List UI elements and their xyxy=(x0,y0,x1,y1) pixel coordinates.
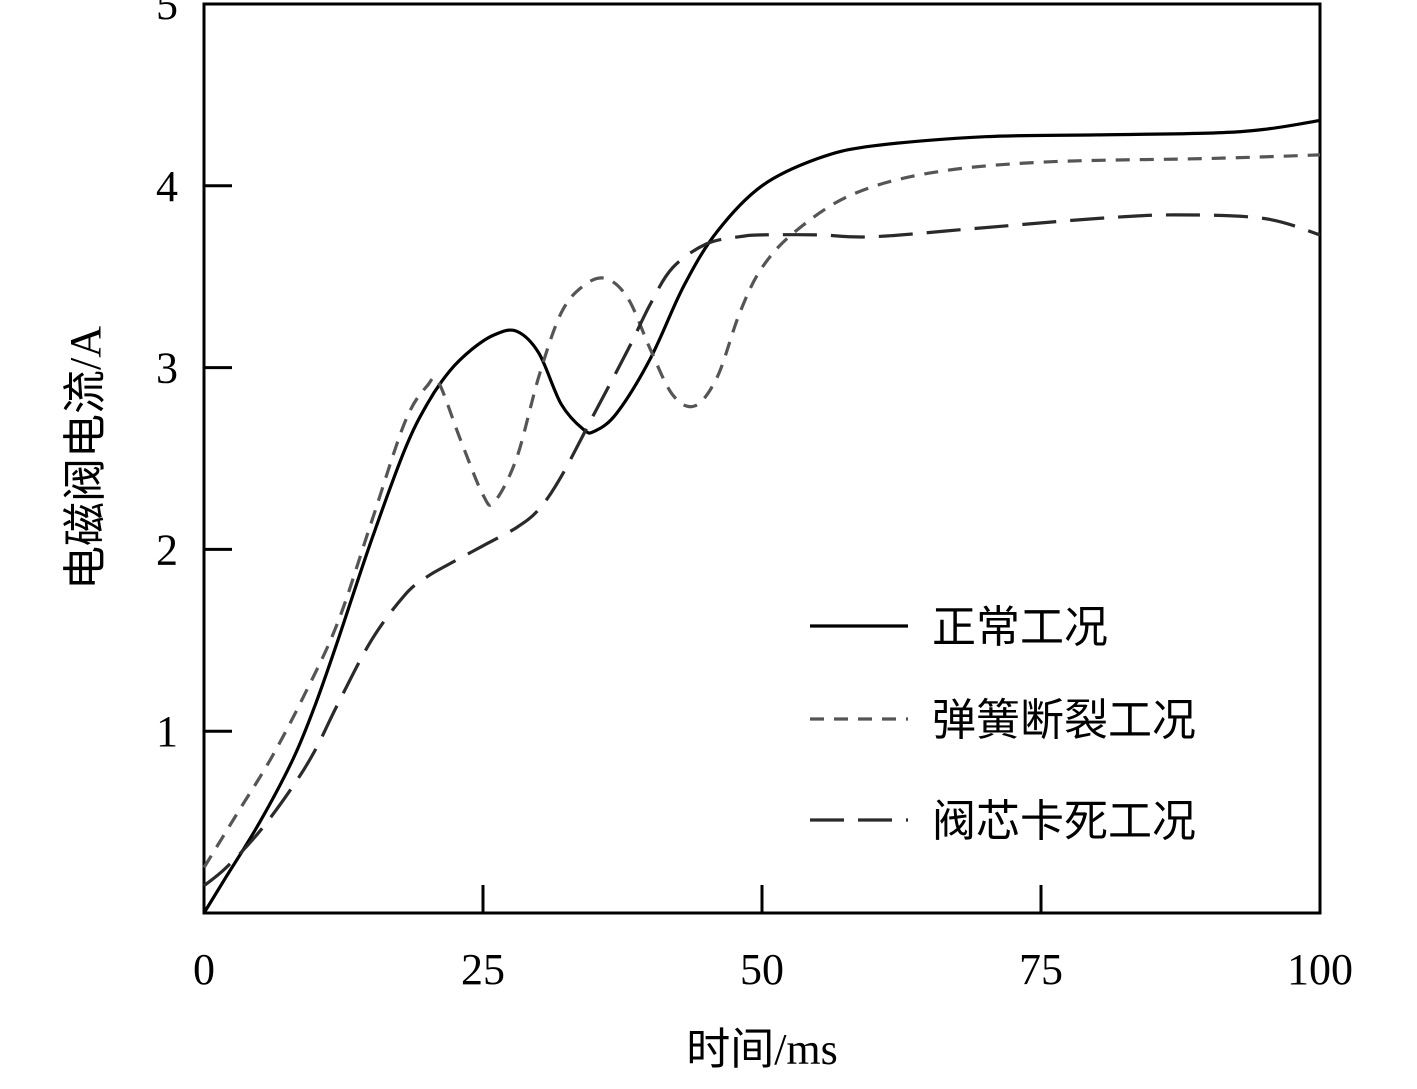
x-tick-label: 25 xyxy=(461,945,505,994)
y-axis-title: 电磁阀电流/A xyxy=(61,326,110,590)
series-line-3 xyxy=(202,213,1321,887)
x-tick-label: 100 xyxy=(1287,945,1353,994)
y-tick-label: 1 xyxy=(156,707,178,756)
series-line-2 xyxy=(202,153,1321,869)
plot-frame xyxy=(202,2,1322,915)
axis-tick-labels: 0 25 50 75 100 1 2 3 4 5 xyxy=(156,0,1353,994)
legend-label-3: 阀芯卡死工况 xyxy=(932,797,1196,846)
legend-label-2: 弹簧断裂工况 xyxy=(932,696,1196,745)
series-layer xyxy=(202,118,1321,914)
plot-border xyxy=(202,2,1322,915)
x-tick-label: 50 xyxy=(740,945,784,994)
axis-ticks xyxy=(204,184,1043,913)
series-line-1 xyxy=(202,118,1321,914)
y-tick-label: 3 xyxy=(156,344,178,393)
y-tick-label: 2 xyxy=(156,525,178,574)
y-tick-label: 5 xyxy=(156,0,178,29)
x-tick-label: 75 xyxy=(1019,945,1063,994)
legend-label-1: 正常工况 xyxy=(932,603,1108,652)
x-tick-label: 0 xyxy=(193,945,215,994)
y-tick-label: 4 xyxy=(156,162,178,211)
x-axis-title: 时间/ms xyxy=(686,1025,838,1074)
